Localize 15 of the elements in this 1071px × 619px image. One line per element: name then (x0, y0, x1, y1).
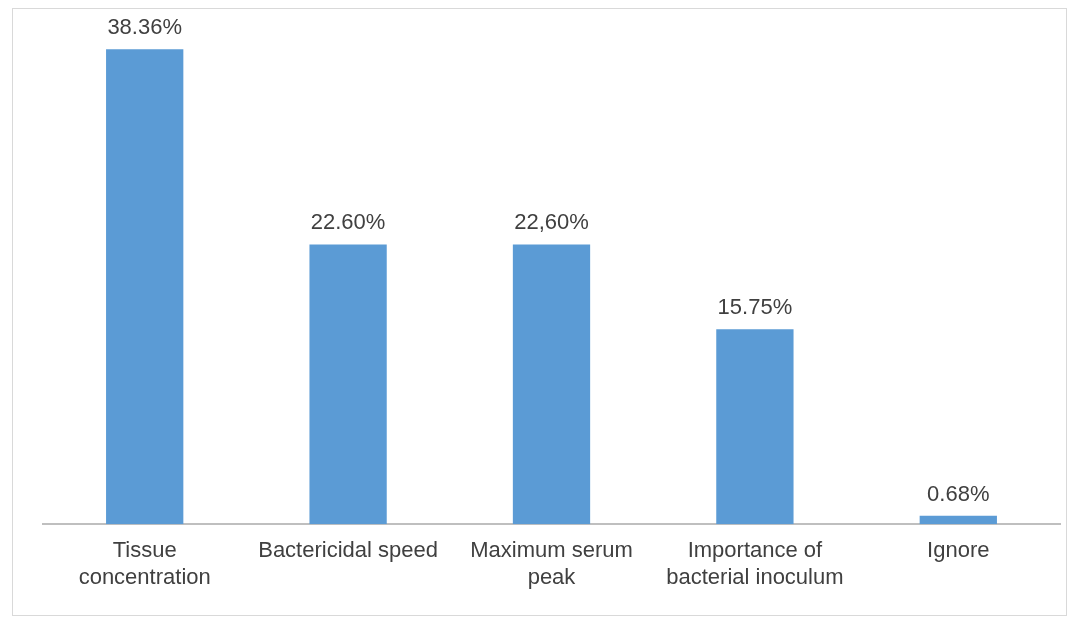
bar (106, 49, 184, 525)
bar (919, 515, 997, 525)
x-tick-label: Bactericidal speed (258, 537, 438, 563)
x-tick-label: Tissue concentration (78, 537, 211, 589)
data-label: 22,60% (514, 209, 589, 235)
bar (512, 244, 591, 525)
data-label: 22.60% (310, 209, 386, 235)
x-tick-label: Ignore (927, 537, 990, 563)
bar (309, 244, 387, 525)
bar (716, 329, 794, 525)
data-label: 38.36% (107, 14, 183, 40)
x-tick-label: Importance of bacterial inoculum (666, 537, 844, 589)
x-tick-label: Maximum serum peak (470, 537, 633, 589)
data-label: 0.68% (927, 480, 990, 506)
data-label: 15.75% (717, 294, 793, 320)
